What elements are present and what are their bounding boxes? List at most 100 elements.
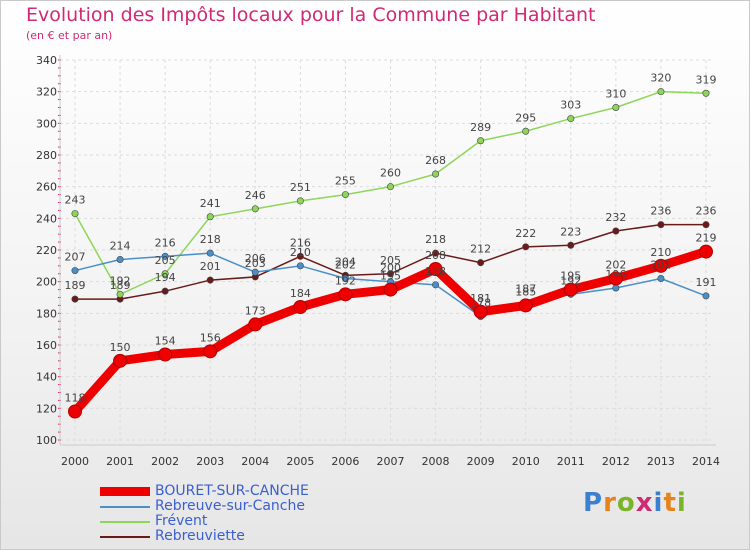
data-label: 289	[470, 121, 491, 134]
data-label: 181	[470, 292, 491, 305]
data-label: 310	[605, 88, 626, 101]
y-tick-label: 240	[36, 212, 57, 225]
data-label: 218	[200, 233, 221, 246]
data-label: 210	[650, 246, 671, 259]
data-point	[477, 137, 485, 145]
data-point	[518, 298, 533, 313]
data-point	[206, 213, 214, 221]
x-tick-label: 2007	[377, 455, 405, 468]
data-label: 268	[425, 154, 446, 167]
data-label: 210	[290, 246, 311, 259]
data-label: 189	[65, 279, 86, 292]
data-label: 208	[425, 249, 446, 262]
data-label: 214	[110, 240, 131, 253]
data-label: 195	[560, 270, 581, 283]
data-point	[567, 115, 575, 123]
x-tick-label: 2008	[422, 455, 450, 468]
legend-item-bouret: BOURET-SUR-CANCHE	[100, 483, 400, 499]
data-label: 241	[200, 197, 221, 210]
x-tick-label: 2004	[241, 455, 269, 468]
logo-letter: x	[635, 488, 654, 518]
data-point	[699, 244, 713, 259]
data-label: 236	[650, 205, 671, 218]
data-label: 236	[696, 205, 717, 218]
data-point	[158, 347, 173, 362]
data-label: 202	[605, 259, 626, 272]
data-point	[567, 241, 575, 249]
data-point	[432, 281, 440, 289]
data-label: 222	[515, 227, 536, 240]
data-point	[203, 344, 218, 359]
chart-legend: BOURET-SUR-CANCHE Rebreuve-sur-Canche Fr…	[100, 483, 400, 544]
data-point	[206, 276, 214, 284]
data-point	[386, 270, 394, 278]
data-label: 218	[425, 233, 446, 246]
data-point	[161, 270, 169, 278]
logo-letter: P	[583, 488, 604, 518]
data-label: 184	[290, 287, 311, 300]
data-point	[206, 249, 214, 257]
data-label: 191	[696, 276, 717, 289]
x-tick-label: 2003	[196, 455, 224, 468]
legend-item-rebreuviette: Rebreuviette	[100, 528, 400, 544]
data-label: 206	[245, 252, 266, 265]
data-label: 212	[470, 243, 491, 256]
logo-letter: o	[616, 488, 636, 518]
data-point	[432, 170, 440, 178]
x-tick-label: 2001	[106, 455, 134, 468]
legend-swatch-bouret	[100, 487, 150, 496]
data-point	[71, 210, 79, 218]
data-point	[563, 282, 578, 297]
data-point	[296, 252, 304, 260]
data-point	[248, 317, 263, 332]
data-point	[702, 221, 710, 229]
data-label: 150	[110, 341, 131, 354]
data-point	[657, 221, 665, 229]
data-label: 187	[515, 282, 536, 295]
data-point	[341, 191, 349, 199]
data-point	[71, 267, 79, 275]
data-label: 243	[65, 194, 86, 207]
logo-letter: r	[603, 488, 617, 518]
y-tick-label: 220	[36, 244, 57, 257]
data-point	[657, 88, 665, 96]
data-label: 232	[605, 211, 626, 224]
data-point	[341, 274, 349, 282]
legend-swatch-rebreuviette	[100, 536, 150, 538]
data-point	[116, 255, 124, 263]
legend-item-rebreuve: Rebreuve-sur-Canche	[100, 498, 400, 514]
data-label: 223	[560, 225, 581, 238]
legend-label-frevent: Frévent	[155, 513, 208, 529]
x-tick-label: 2000	[61, 455, 89, 468]
legend-swatch-rebreuve	[100, 506, 150, 508]
data-point	[296, 197, 304, 205]
y-tick-label: 160	[36, 339, 57, 352]
y-tick-label: 140	[36, 371, 57, 384]
data-point	[296, 262, 304, 270]
data-point	[251, 268, 259, 276]
y-tick-label: 300	[36, 117, 57, 130]
y-tick-label: 200	[36, 276, 57, 289]
data-label: 255	[335, 175, 356, 188]
y-tick-label: 260	[36, 181, 57, 194]
data-point	[68, 404, 82, 419]
legend-swatch-frevent	[100, 521, 150, 523]
data-point	[383, 282, 398, 297]
data-label: 205	[380, 254, 401, 267]
chart-title: Evolution des Impôts locaux pour la Comm…	[26, 4, 596, 26]
data-point	[251, 205, 259, 213]
data-point	[432, 249, 440, 257]
data-point	[702, 89, 710, 97]
data-label: 185	[515, 285, 536, 298]
data-label: 194	[155, 271, 176, 284]
data-point	[612, 104, 620, 112]
x-tick-label: 2009	[467, 455, 495, 468]
data-label: 192	[560, 274, 581, 287]
data-point	[386, 183, 394, 191]
x-tick-label: 2014	[692, 455, 720, 468]
y-tick-label: 180	[36, 307, 57, 320]
legend-item-frevent: Frévent	[100, 513, 400, 529]
data-point	[428, 262, 443, 276]
data-label: 219	[696, 232, 717, 245]
